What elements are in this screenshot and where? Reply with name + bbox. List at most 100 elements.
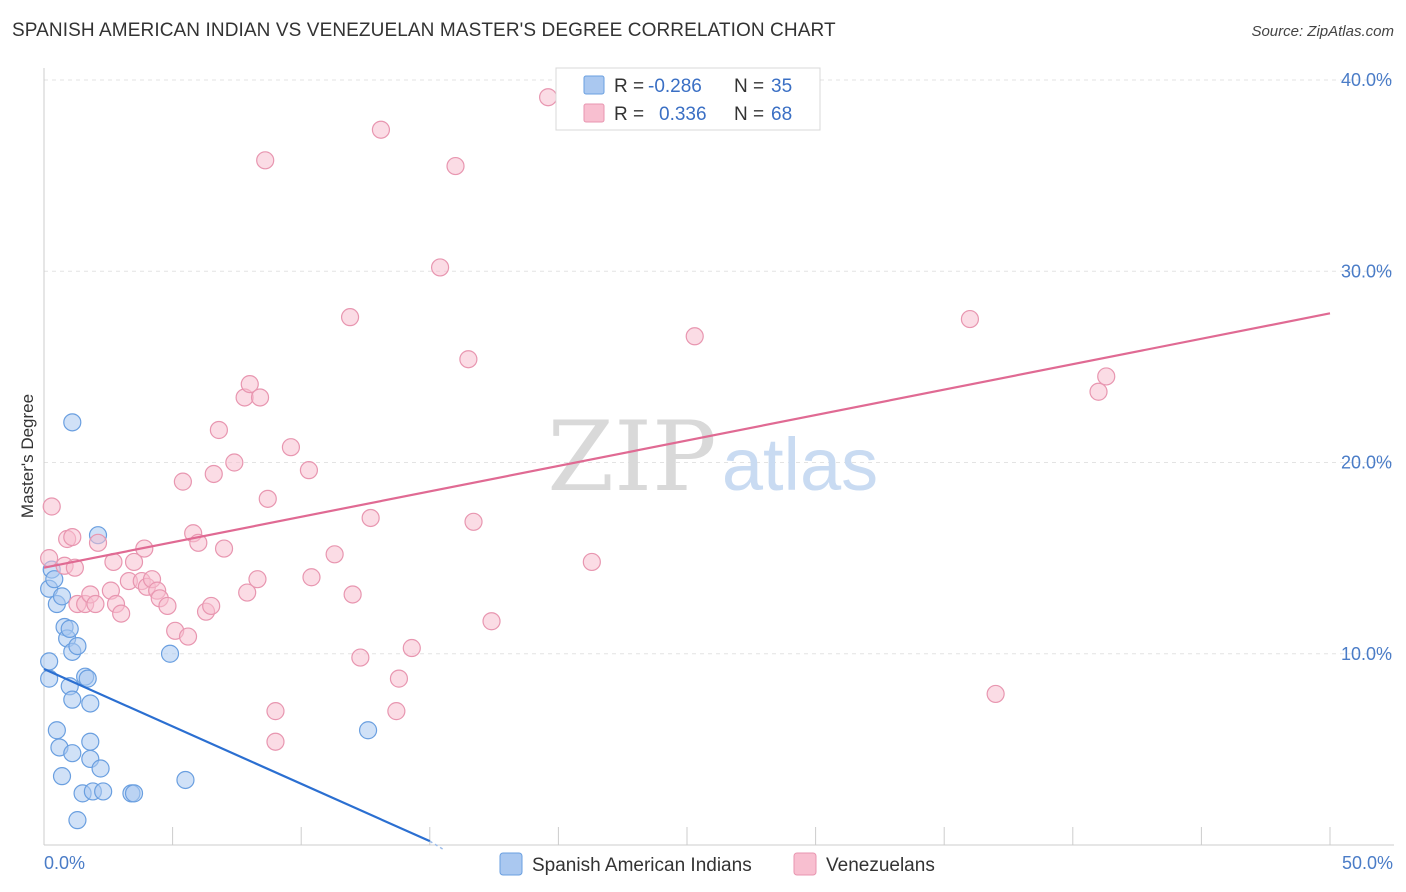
point-venezuelan-1 — [40, 549, 59, 568]
point-spanish-american-indian-20 — [63, 744, 82, 763]
point-venezuelan-9 — [86, 594, 105, 614]
point-spanish-american-indian-16 — [81, 694, 100, 713]
point-venezuelan-48 — [340, 308, 360, 327]
point-spanish-american-indian-26 — [94, 782, 113, 801]
point-spanish-american-indian-17 — [47, 721, 66, 740]
point-venezuelan-61 — [539, 88, 558, 107]
point-spanish-american-indian-19 — [52, 767, 72, 786]
point-venezuelan-45 — [299, 461, 319, 480]
point-venezuelan-26 — [178, 627, 198, 646]
point-spanish-american-indian-11 — [68, 636, 87, 656]
point-spanish-american-indian-21 — [81, 732, 100, 751]
y-axis-label: Master's Degree — [18, 394, 37, 518]
point-venezuelan-53 — [387, 702, 406, 721]
point-venezuelan-41 — [258, 489, 277, 508]
point-spanish-american-indian-34 — [358, 721, 378, 740]
point-spanish-american-indian-33 — [176, 770, 195, 790]
point-venezuelan-39 — [250, 388, 270, 407]
watermark-zip: ZIP — [547, 401, 716, 513]
point-venezuelan-33 — [214, 539, 234, 558]
point-venezuelan-60 — [482, 612, 501, 631]
point-venezuelan-42 — [266, 702, 285, 721]
point-venezuelan-40 — [256, 151, 275, 170]
point-venezuelan-64 — [960, 309, 980, 329]
chart-title: SPANISH AMERICAN INDIAN VS VENEZUELAN MA… — [12, 20, 836, 41]
point-venezuelan-14 — [112, 604, 131, 623]
point-venezuelan-54 — [389, 669, 409, 688]
point-venezuelan-56 — [430, 258, 450, 277]
legend-swatch-pink — [583, 103, 605, 123]
x-tick-labels: 0.0% 50.0% — [44, 853, 1393, 873]
point-venezuelan-10 — [88, 533, 108, 552]
point-venezuelan-32 — [209, 420, 228, 440]
watermark-atlas: atlas — [722, 423, 878, 506]
point-spanish-american-indian-30 — [63, 413, 82, 432]
x-tick-label-end: 50.0% — [1342, 853, 1393, 873]
bottom-legend: Spanish American Indians Venezuelans — [499, 852, 935, 876]
point-venezuelan-31 — [204, 464, 223, 484]
point-venezuelan-52 — [371, 120, 391, 139]
point-venezuelan-49 — [343, 585, 362, 604]
legend-r-value-0: -0.286 — [648, 76, 702, 97]
point-venezuelan-66 — [1089, 382, 1108, 401]
legend-r-value-1: 0.336 — [659, 104, 707, 125]
point-venezuelan-37 — [240, 374, 259, 394]
bottom-legend-swatch-pink — [793, 852, 817, 876]
legend: R = -0.286 N = 35 R = 0.336 N = 68 — [555, 67, 821, 131]
legend-n-label-1: N = — [734, 104, 764, 125]
point-venezuelan-25 — [173, 472, 192, 491]
watermark: ZIP atlas — [547, 401, 878, 513]
point-spanish-american-indian-9 — [60, 619, 79, 638]
point-venezuelan-0 — [42, 497, 61, 516]
point-spanish-american-indian-4 — [52, 587, 72, 606]
trend-lines — [43, 312, 1331, 850]
y-tick-label-20: 20.0% — [1341, 453, 1392, 473]
point-venezuelan-43 — [266, 732, 285, 751]
point-venezuelan-46 — [302, 568, 321, 587]
legend-r-label-1: R = — [614, 104, 644, 125]
point-spanish-american-indian-32 — [160, 644, 180, 663]
point-spanish-american-indian-2 — [45, 570, 64, 589]
source-label: Source: ZipAtlas.com — [1251, 23, 1394, 40]
point-spanish-american-indian-15 — [78, 669, 97, 688]
y-tick-label-40: 40.0% — [1341, 70, 1392, 90]
point-venezuelan-55 — [402, 638, 421, 658]
legend-r-label-0: R = — [614, 76, 644, 97]
point-spanish-american-indian-28 — [124, 784, 144, 803]
grid-lines — [44, 79, 1394, 655]
y-tick-labels: 10.0% 20.0% 30.0% 40.0% — [1341, 70, 1392, 664]
legend-swatch-blue — [583, 75, 605, 95]
trend-line-spanish-american-indian — [43, 668, 431, 843]
point-venezuelan-63 — [685, 327, 704, 346]
bottom-legend-swatch-blue — [499, 852, 523, 876]
point-venezuelan-50 — [351, 648, 370, 667]
point-venezuelan-36 — [238, 583, 257, 602]
y-tick-label-30: 30.0% — [1341, 261, 1392, 281]
trend-line-venezuelan — [43, 312, 1331, 569]
axes — [43, 68, 1394, 846]
point-venezuelan-67 — [1097, 367, 1116, 386]
point-venezuelan-44 — [281, 438, 301, 457]
bottom-legend-label-1: Venezuelans — [826, 855, 935, 876]
point-venezuelan-38 — [248, 570, 267, 589]
point-venezuelan-34 — [225, 453, 244, 472]
point-venezuelan-23 — [158, 596, 177, 616]
point-spanish-american-indian-6 — [40, 669, 59, 688]
legend-n-value-0: 35 — [771, 76, 792, 97]
point-venezuelan-16 — [124, 552, 144, 572]
legend-n-label-0: N = — [734, 76, 764, 97]
point-venezuelan-51 — [361, 508, 380, 528]
x-tick-label-start: 0.0% — [44, 853, 85, 873]
legend-n-value-1: 68 — [771, 104, 792, 125]
point-venezuelan-30 — [202, 596, 221, 616]
point-venezuelan-65 — [986, 684, 1005, 704]
trend-line-extension — [429, 840, 444, 850]
point-venezuelan-59 — [464, 512, 483, 531]
point-venezuelan-58 — [459, 350, 478, 369]
point-spanish-american-indian-13 — [63, 690, 82, 709]
point-spanish-american-indian-29 — [68, 811, 87, 830]
point-venezuelan-4 — [63, 527, 82, 547]
point-venezuelan-62 — [582, 552, 601, 572]
point-spanish-american-indian-5 — [40, 652, 59, 671]
